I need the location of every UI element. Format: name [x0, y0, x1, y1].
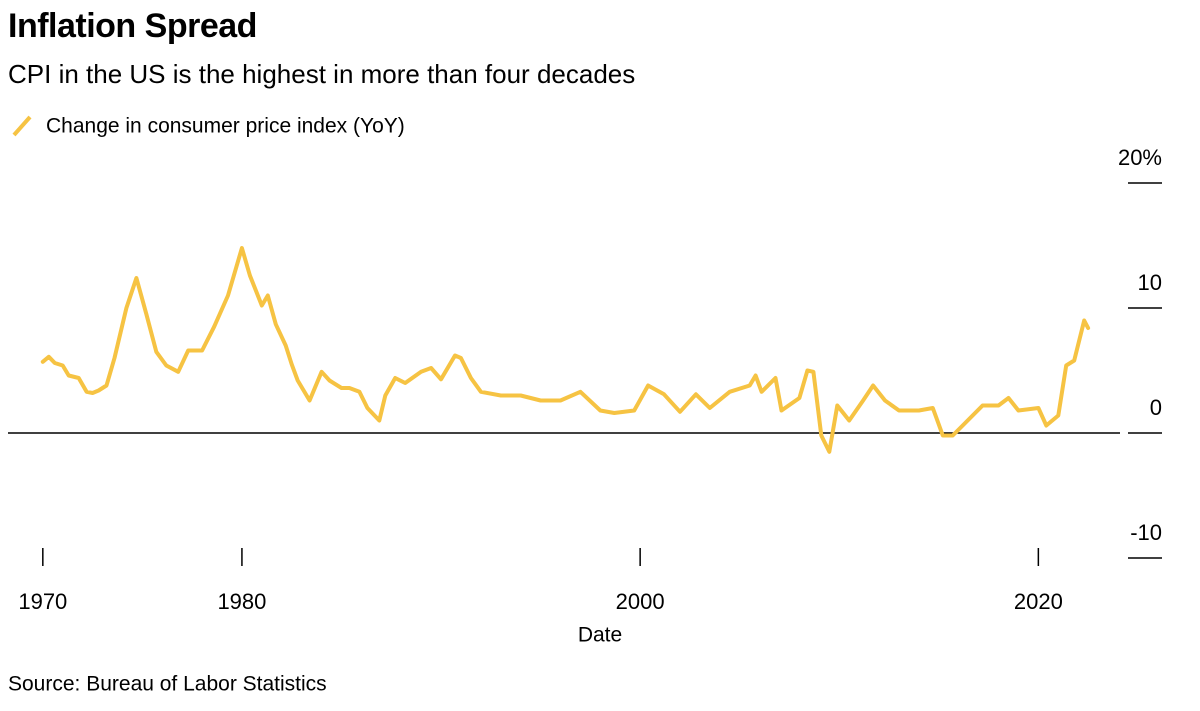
y-tick-label: 10 — [1138, 270, 1162, 295]
y-tick-label: -10 — [1130, 520, 1162, 545]
x-axis-label: Date — [578, 624, 622, 647]
y-tick-label: 20% — [1118, 145, 1162, 170]
series-line — [40, 246, 1091, 454]
chart-subtitle: CPI in the US is the highest in more tha… — [8, 59, 635, 89]
chart-title: Inflation Spread — [8, 7, 257, 45]
source: Source: Bureau of Labor Statistics — [8, 673, 327, 696]
x-tick-label: 2000 — [616, 589, 665, 614]
x-tick-label: 2020 — [1014, 589, 1063, 614]
x-tick-label: 1980 — [217, 589, 266, 614]
x-tick-label: 1970 — [18, 589, 67, 614]
legend-swatch — [12, 115, 32, 137]
y-tick-label: 0 — [1150, 395, 1162, 420]
legend-label: Change in consumer price index (YoY) — [46, 115, 405, 138]
